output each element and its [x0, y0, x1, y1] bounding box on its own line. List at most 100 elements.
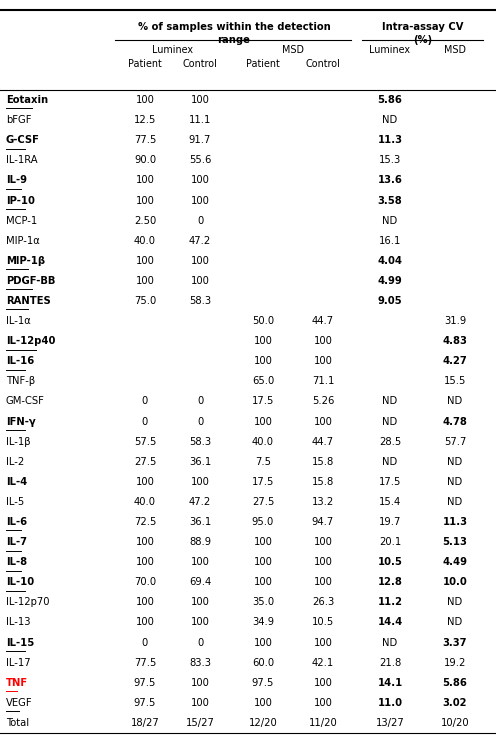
Text: 2.50: 2.50 — [134, 216, 156, 225]
Text: 17.5: 17.5 — [379, 476, 401, 487]
Text: 60.0: 60.0 — [252, 658, 274, 668]
Text: Total: Total — [6, 718, 29, 728]
Text: 20.1: 20.1 — [379, 537, 401, 547]
Text: 100: 100 — [190, 678, 209, 688]
Text: 11.3: 11.3 — [377, 136, 402, 145]
Text: 0: 0 — [197, 637, 203, 648]
Text: 34.9: 34.9 — [252, 617, 274, 628]
Text: 100: 100 — [135, 176, 154, 185]
Text: ND: ND — [447, 497, 463, 507]
Text: MSD: MSD — [282, 45, 304, 55]
Text: 71.1: 71.1 — [312, 376, 334, 386]
Text: 27.5: 27.5 — [252, 497, 274, 507]
Text: IL-7: IL-7 — [6, 537, 27, 547]
Text: IL-5: IL-5 — [6, 497, 24, 507]
Text: IL-2: IL-2 — [6, 456, 24, 467]
Text: Luminex: Luminex — [152, 45, 193, 55]
Text: 3.58: 3.58 — [377, 196, 402, 205]
Text: 5.86: 5.86 — [377, 95, 402, 105]
Text: 100: 100 — [253, 698, 272, 708]
Text: TNF: TNF — [6, 678, 28, 688]
Text: ND: ND — [447, 617, 463, 628]
Text: 100: 100 — [253, 416, 272, 427]
Text: TNF-β: TNF-β — [6, 376, 35, 386]
Text: Patient: Patient — [128, 59, 162, 69]
Text: 100: 100 — [313, 336, 332, 346]
Text: 57.7: 57.7 — [444, 436, 466, 447]
Text: ND: ND — [382, 456, 398, 467]
Text: 97.5: 97.5 — [134, 698, 156, 708]
Text: 100: 100 — [190, 196, 209, 205]
Text: MIP-1β: MIP-1β — [6, 256, 45, 266]
Text: 100: 100 — [135, 597, 154, 608]
Text: 40.0: 40.0 — [134, 497, 156, 507]
Text: IL-10: IL-10 — [6, 577, 34, 588]
Text: 44.7: 44.7 — [312, 436, 334, 447]
Text: 4.27: 4.27 — [442, 356, 467, 366]
Text: 19.7: 19.7 — [379, 517, 401, 527]
Text: 27.5: 27.5 — [134, 456, 156, 467]
Text: 83.3: 83.3 — [189, 658, 211, 668]
Text: 3.02: 3.02 — [443, 698, 467, 708]
Text: 100: 100 — [135, 196, 154, 205]
Text: Control: Control — [183, 59, 217, 69]
Text: IL-12p40: IL-12p40 — [6, 336, 56, 346]
Text: 5.86: 5.86 — [442, 678, 467, 688]
Text: 100: 100 — [135, 276, 154, 286]
Text: 12/20: 12/20 — [248, 718, 277, 728]
Text: 97.5: 97.5 — [134, 678, 156, 688]
Text: IL-9: IL-9 — [6, 176, 27, 185]
Text: 15/27: 15/27 — [186, 718, 214, 728]
Text: 57.5: 57.5 — [134, 436, 156, 447]
Text: 100: 100 — [190, 597, 209, 608]
Text: 4.04: 4.04 — [377, 256, 402, 266]
Text: 100: 100 — [253, 537, 272, 547]
Text: 12.8: 12.8 — [377, 577, 402, 588]
Text: 28.5: 28.5 — [379, 436, 401, 447]
Text: ND: ND — [447, 396, 463, 407]
Text: 21.8: 21.8 — [379, 658, 401, 668]
Text: MIP-1α: MIP-1α — [6, 236, 40, 246]
Text: Intra-assay CV: Intra-assay CV — [382, 22, 463, 32]
Text: 90.0: 90.0 — [134, 156, 156, 165]
Text: 10.5: 10.5 — [312, 617, 334, 628]
Text: 11.1: 11.1 — [189, 115, 211, 125]
Text: 65.0: 65.0 — [252, 376, 274, 386]
Text: 10/20: 10/20 — [440, 718, 469, 728]
Text: 100: 100 — [135, 95, 154, 105]
Text: PDGF-BB: PDGF-BB — [6, 276, 56, 286]
Text: RANTES: RANTES — [6, 296, 51, 306]
Text: 75.0: 75.0 — [134, 296, 156, 306]
Text: 4.49: 4.49 — [442, 557, 468, 567]
Text: G-CSF: G-CSF — [6, 136, 40, 145]
Text: 100: 100 — [313, 678, 332, 688]
Text: IL-12p70: IL-12p70 — [6, 597, 50, 608]
Text: 7.5: 7.5 — [255, 456, 271, 467]
Text: 97.5: 97.5 — [252, 678, 274, 688]
Text: 100: 100 — [135, 617, 154, 628]
Text: 13/27: 13/27 — [375, 718, 404, 728]
Text: IL-13: IL-13 — [6, 617, 30, 628]
Text: ND: ND — [447, 476, 463, 487]
Text: 26.3: 26.3 — [312, 597, 334, 608]
Text: 100: 100 — [135, 537, 154, 547]
Text: MCP-1: MCP-1 — [6, 216, 37, 225]
Text: 50.0: 50.0 — [252, 316, 274, 326]
Text: 15.5: 15.5 — [444, 376, 466, 386]
Text: 100: 100 — [135, 557, 154, 567]
Text: 100: 100 — [190, 617, 209, 628]
Text: 11/20: 11/20 — [309, 718, 337, 728]
Text: 0: 0 — [142, 396, 148, 407]
Text: (%): (%) — [413, 35, 432, 45]
Text: 100: 100 — [313, 698, 332, 708]
Text: ND: ND — [382, 416, 398, 427]
Text: 18/27: 18/27 — [130, 718, 159, 728]
Text: 0: 0 — [197, 396, 203, 407]
Text: ND: ND — [382, 115, 398, 125]
Text: 14.1: 14.1 — [377, 678, 403, 688]
Text: 69.4: 69.4 — [189, 577, 211, 588]
Text: 100: 100 — [253, 637, 272, 648]
Text: 4.83: 4.83 — [442, 336, 467, 346]
Text: GM-CSF: GM-CSF — [6, 396, 45, 407]
Text: IL-17: IL-17 — [6, 658, 31, 668]
